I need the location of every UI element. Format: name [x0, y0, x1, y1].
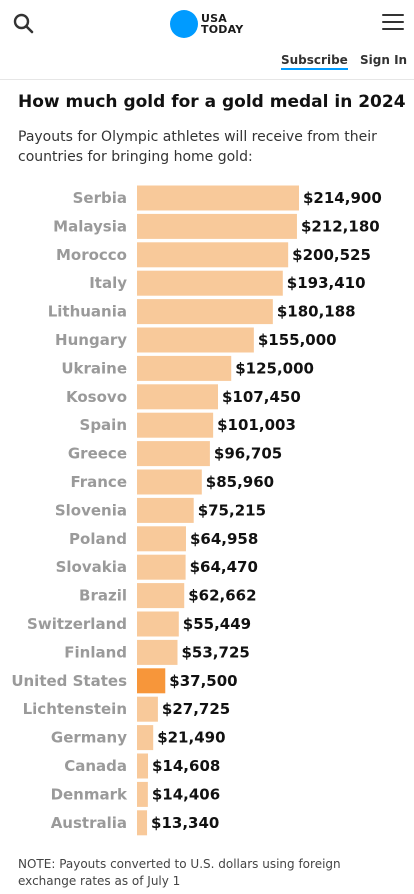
category-label: Serbia — [73, 189, 127, 207]
value-label: $180,188 — [277, 303, 356, 321]
hamburger-icon-bar — [382, 28, 404, 30]
value-label: $75,215 — [198, 501, 266, 519]
category-label: Ukraine — [61, 359, 127, 377]
bar — [137, 753, 149, 779]
usa-today-logo[interactable]: USA TODAY — [170, 10, 253, 38]
bar — [137, 213, 297, 239]
bar — [137, 384, 218, 410]
bar — [137, 611, 179, 637]
bar — [137, 412, 214, 438]
hamburger-icon-bar — [382, 14, 404, 16]
value-label: $37,500 — [169, 672, 237, 690]
value-label: $21,490 — [157, 729, 225, 747]
chart-subtitle: Payouts for Olympic athletes will receiv… — [18, 129, 377, 165]
category-label: Morocco — [56, 246, 127, 264]
value-label: $96,705 — [214, 445, 282, 463]
value-label: $64,958 — [190, 530, 258, 548]
bar — [137, 583, 185, 609]
value-label: $101,003 — [217, 416, 296, 434]
bar — [137, 355, 232, 381]
bar — [137, 725, 154, 751]
category-label: Finland — [64, 643, 127, 661]
category-label: Denmark — [51, 785, 128, 803]
category-label: Germany — [51, 729, 127, 747]
hamburger-icon-bar — [382, 21, 404, 23]
logo-wordmark: USA TODAY — [201, 13, 253, 35]
category-label: Slovakia — [56, 558, 127, 576]
value-label: $193,410 — [287, 274, 366, 292]
bar — [137, 781, 148, 807]
value-label: $107,450 — [222, 388, 301, 406]
category-label: Slovenia — [55, 501, 127, 519]
category-label: Poland — [69, 530, 127, 548]
bar — [137, 441, 210, 467]
category-label: Switzerland — [27, 615, 127, 633]
bar — [137, 469, 202, 495]
bar — [137, 526, 186, 552]
search-icon — [13, 13, 34, 34]
value-label: $55,449 — [183, 615, 251, 633]
bar — [137, 668, 166, 694]
chart-note: NOTE: Payouts converted to U.S. dollars … — [18, 857, 341, 888]
bar — [137, 185, 299, 211]
category-label: United States — [11, 672, 127, 690]
logo-line-1: USA — [201, 12, 227, 25]
category-label: Australia — [51, 814, 127, 832]
bar — [137, 497, 194, 523]
category-label: Kosovo — [66, 388, 127, 406]
subscribe-link[interactable]: Subscribe — [281, 53, 348, 70]
category-label: Greece — [68, 445, 127, 463]
bar — [137, 639, 178, 665]
value-label: $62,662 — [188, 587, 256, 605]
site-header: USA TODAY Subscribe Sign In — [0, 0, 414, 80]
value-label: $64,470 — [190, 558, 258, 576]
value-label: $13,340 — [151, 814, 219, 832]
value-label: $53,725 — [182, 643, 250, 661]
bar-chart: Serbia $214,900 Malaysia $212,180 Morocco $20… — [11, 185, 382, 836]
category-label: France — [70, 473, 127, 491]
value-label: $214,900 — [303, 189, 382, 207]
logo-line-2: TODAY — [201, 23, 244, 36]
bar — [137, 270, 283, 296]
value-label: $155,000 — [258, 331, 337, 349]
bar — [137, 696, 158, 722]
category-label: Italy — [89, 274, 127, 292]
bar — [137, 327, 254, 353]
value-label: $14,406 — [152, 785, 220, 803]
value-label: $200,525 — [292, 246, 371, 264]
category-label: Hungary — [55, 331, 127, 349]
value-label: $85,960 — [206, 473, 274, 491]
search-button[interactable] — [12, 12, 36, 36]
logo-circle — [170, 10, 198, 38]
category-label: Brazil — [79, 587, 127, 605]
category-label: Malaysia — [53, 217, 127, 235]
bar — [137, 242, 289, 268]
value-label: $212,180 — [301, 217, 380, 235]
value-label: $14,608 — [152, 757, 220, 775]
category-label: Lithuania — [48, 303, 127, 321]
category-label: Lichtenstein — [23, 700, 127, 718]
category-label: Canada — [64, 757, 127, 775]
bar — [137, 554, 186, 580]
menu-button[interactable] — [382, 14, 404, 32]
bar — [137, 299, 273, 325]
value-label: $125,000 — [235, 359, 314, 377]
bar — [137, 810, 148, 836]
value-label: $27,725 — [162, 700, 230, 718]
category-label: Spain — [80, 416, 127, 434]
chart-title: How much gold for a gold medal in 2024 — [18, 92, 406, 112]
sign-in-link[interactable]: Sign In — [360, 53, 408, 67]
